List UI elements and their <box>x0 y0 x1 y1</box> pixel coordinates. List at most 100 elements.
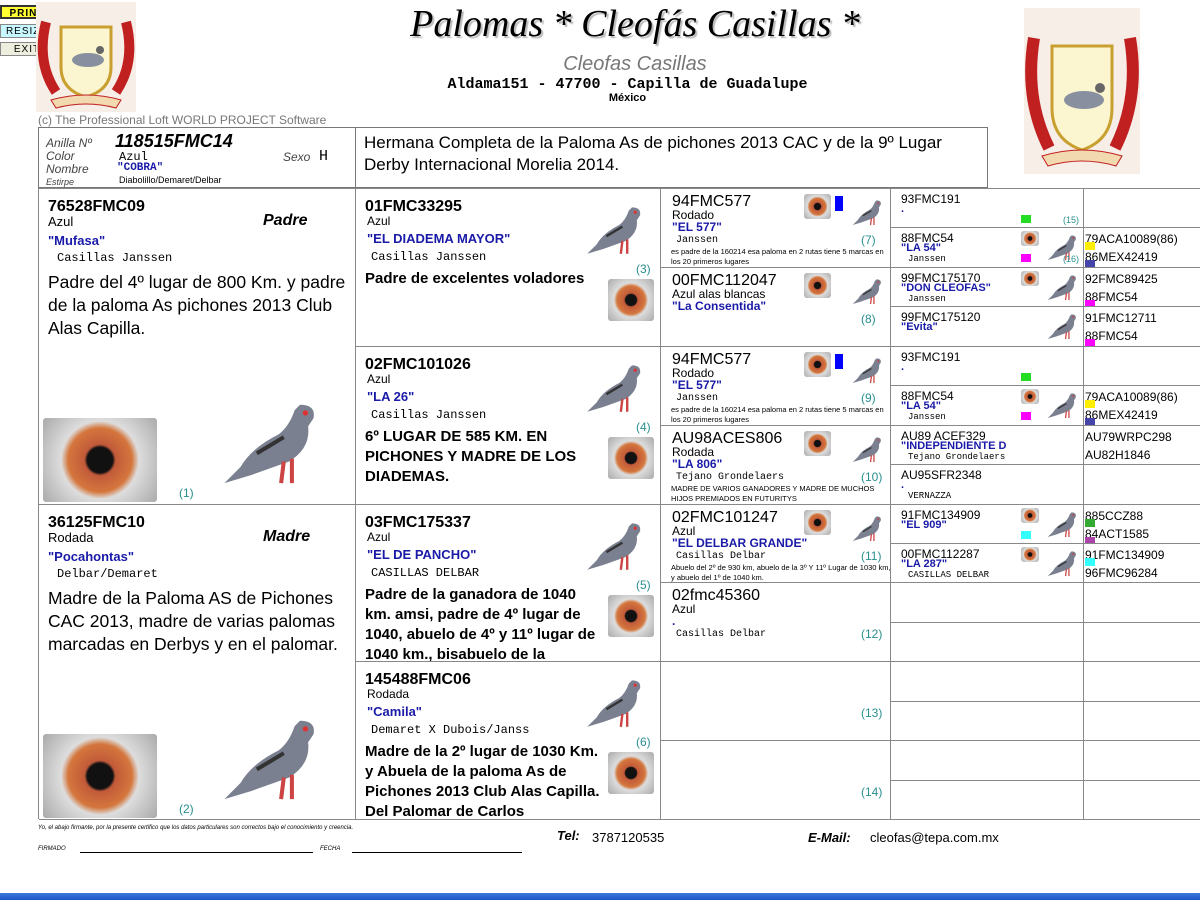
ring-number: AU98ACES806 <box>672 429 783 447</box>
pigeon-photo <box>224 720 314 799</box>
ring-number: 94FMC577 <box>672 193 752 210</box>
ring-number: 86MEX42419 <box>1085 408 1158 423</box>
pedigree-cell-gen5: 92FMC89425 88FMC54 <box>1084 267 1200 308</box>
notes: 6º LUGAR DE 585 KM. EN PICHONES Y MADRE … <box>365 427 577 485</box>
pedigree-cell-gen4: 00FMC112287 "LA 287" CASILLAS DELBAR <box>891 543 1084 584</box>
pedigree-number: (14) <box>861 785 883 800</box>
pedigree-number: (16) <box>1063 254 1080 265</box>
taskbar <box>0 893 1200 900</box>
pigeon-name: "EL 577" <box>672 220 722 234</box>
color: Rodada <box>672 444 715 459</box>
ring-number: 94FMC577 <box>672 350 752 368</box>
pigeon-name: "Camila" <box>367 704 422 720</box>
signature-line <box>80 852 313 853</box>
pedigree-number: (11) <box>861 548 882 563</box>
eye-photo <box>608 752 654 795</box>
pedigree-number: (2) <box>179 801 194 816</box>
ring-number: 93FMC191 <box>901 349 961 364</box>
color-marker <box>1085 260 1095 267</box>
ring-number: 02FMC101247 <box>672 508 778 526</box>
strain: CASILLAS DELBAR <box>908 569 990 580</box>
pedigree-number: (8) <box>861 311 876 326</box>
pedigree-cell-gen4 <box>891 662 1084 702</box>
pedigree-cell-gen5 <box>1084 622 1200 663</box>
pigeon-name: "La Consentida" <box>672 298 767 313</box>
pedigree-cell-gen5 <box>1084 465 1200 505</box>
pedigree-cell-gen4: 99FMC175120 "Evita" <box>891 307 1084 347</box>
pedigree-cell-gen4: 93FMC191. <box>891 346 1084 387</box>
date-label: FECHA <box>320 846 341 852</box>
pigeon-name: "EL 577" <box>672 377 722 392</box>
strain: Tejano Grondelaers <box>676 471 785 483</box>
color: Azul <box>367 371 391 386</box>
ring-number: 92FMC89425 <box>1085 271 1158 286</box>
pedigree-cell-gen4 <box>891 622 1084 663</box>
subject-color: Azul <box>119 150 148 164</box>
pedigree-cell-gen3: 02fmc45360 Azul. Casillas Delbar (12) <box>661 583 891 663</box>
pedigree-number: (3) <box>636 262 651 276</box>
pedigree-cell-grandparent: 03FMC175337 Azul "EL DE PANCHO" CASILLAS DE… <box>356 504 661 663</box>
ring-number: 91FMC134909 <box>1085 547 1165 562</box>
ring-number: 00FMC112047 <box>672 271 777 289</box>
copyright: (c) The Professional Loft WORLD PROJECT … <box>38 113 327 127</box>
ring-number: 03FMC175337 <box>365 513 471 531</box>
ring-number: 88FMC54 <box>1085 329 1138 344</box>
color-marker <box>835 196 843 211</box>
pigeon-name: . <box>901 360 905 373</box>
pedigree-number: (15) <box>1063 215 1080 225</box>
pedigree-number: (9) <box>861 390 876 405</box>
color: Rodado <box>672 365 715 380</box>
ring-number: 02fmc45360 <box>672 587 761 605</box>
pigeon-photo <box>852 200 881 226</box>
pigeon-photo <box>587 522 641 570</box>
pedigree-cell-gen4 <box>891 741 1084 781</box>
pedigree-cell-gen4: AU89 ACEF329 "INDEPENDIENTE D Tejano Grond… <box>891 425 1084 466</box>
pedigree-cell-gen5: 91FMC134909 96FMC96284 <box>1084 543 1200 584</box>
pigeon-photo <box>852 279 881 304</box>
color-marker <box>1021 412 1031 421</box>
strain: Casillas Janssen <box>371 407 487 422</box>
color: Rodado <box>672 208 715 222</box>
subject-name: "COBRA" <box>117 162 164 174</box>
color-marker <box>1085 400 1095 409</box>
ring-number: 79ACA10089(86) <box>1085 390 1178 405</box>
notes: Padre de excelentes voladores <box>365 270 585 287</box>
pedigree-cell-gen3: 00FMC112047 Azul alas blancas "La Consenti… <box>661 267 891 347</box>
strain: VERNAZZA <box>908 491 952 502</box>
eye-photo <box>804 272 831 298</box>
pedigree-cell-gen4: 99FMC175170 "DON CLEOFAS" Janssen <box>891 267 1084 308</box>
eye-photo <box>1021 389 1039 405</box>
ring-label: Anilla Nº <box>46 136 92 150</box>
pedigree-number: (13) <box>861 706 883 721</box>
pigeon-name: "Pocahontas" <box>48 548 135 564</box>
ring-number: 88FMC54 <box>1085 289 1138 304</box>
ring-number: 00FMC112287 <box>901 546 980 561</box>
pedigree-number: (1) <box>179 486 194 500</box>
color-label: Color <box>46 149 75 163</box>
eye-photo <box>1021 270 1039 286</box>
pigeon-photo <box>852 515 881 541</box>
pedigree-number: (12) <box>861 627 883 642</box>
strain: Janssen <box>908 293 946 304</box>
pedigree-cell-dam: 36125FMC10 Madre Rodada "Pocahontas" Delbar/… <box>39 504 356 820</box>
ring-number: AU95SFR2348 <box>901 468 982 483</box>
pedigree-cell-gen4: 88FMC54 "LA 54" Janssen (16) <box>891 228 1084 268</box>
email-label: E-Mail: <box>808 830 851 845</box>
subject-ring: 118515FMC14 <box>115 131 233 151</box>
pigeon-photo <box>224 404 314 484</box>
pigeon-name: "Evita" <box>901 321 938 334</box>
eye-photo <box>43 418 157 502</box>
pedigree-cell-grandparent: 145488FMC06 Rodada "Camila" Demaret X Duboi… <box>356 662 661 820</box>
pedigree-table: 76528FMC09 Padre Azul "Mufasa" Casillas Jans… <box>38 188 1200 820</box>
coat-of-arms-logo-right <box>1024 8 1140 174</box>
pedigree-cell-gen4: 93FMC191. (15) <box>891 189 1084 229</box>
date-line <box>352 852 522 853</box>
pedigree-cell-gen4: 88FMC54 "LA 54" Janssen <box>891 386 1084 426</box>
pedigree-cell-gen3: 94FMC577 Rodado "EL 577" Janssen es padre de… <box>661 346 891 426</box>
page-title: Palomas * Cleofás Casillas * <box>410 3 860 45</box>
pedigree-cell-gen4 <box>891 583 1084 623</box>
pedigree-cell-gen5: 79ACA10089(86) 86MEX42419 <box>1084 386 1200 426</box>
pigeon-photo <box>852 358 881 383</box>
pigeon-photo <box>1047 511 1076 537</box>
pedigree-cell-gen5 <box>1084 662 1200 702</box>
